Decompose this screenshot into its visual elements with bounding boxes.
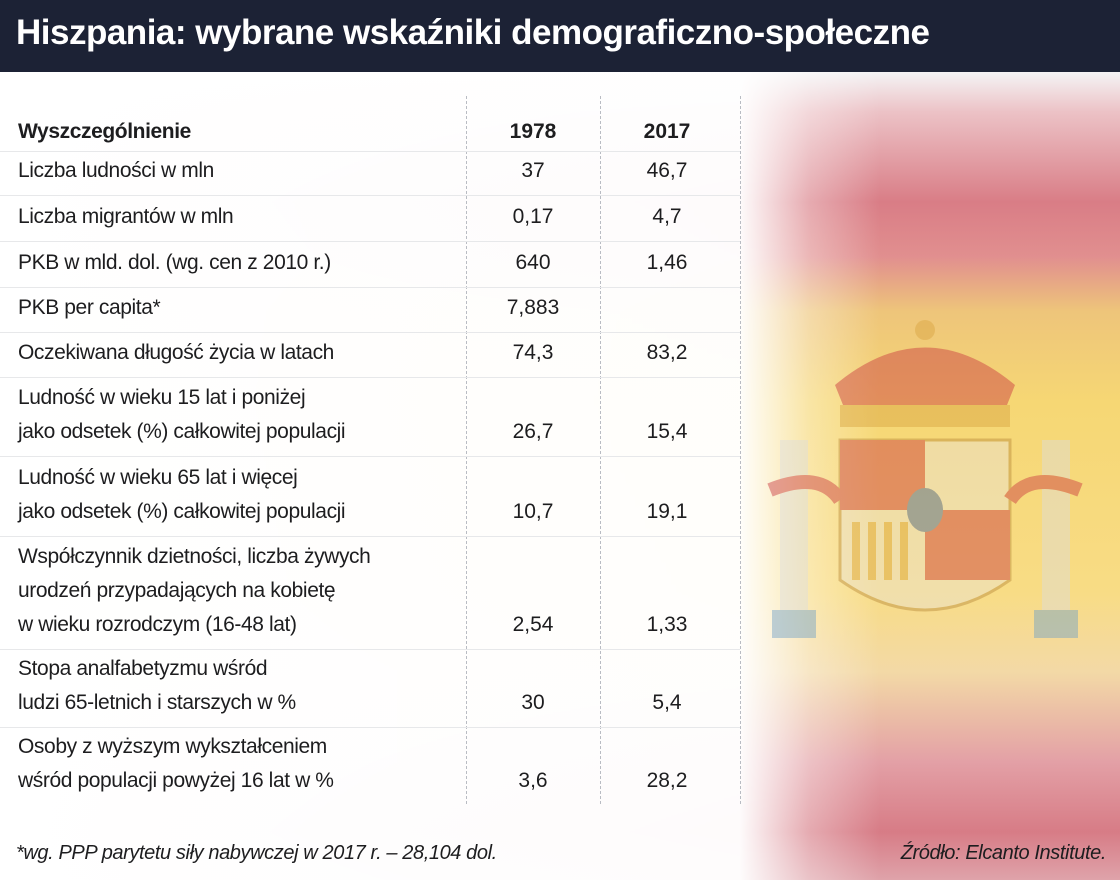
- table-row: PKB w mld. dol. (wg. cen z 2010 r.) 640 …: [0, 241, 740, 288]
- value-1978: 0,17: [512, 205, 554, 228]
- table-row: Ludność w wieku 65 lat i więcej jako odse…: [0, 456, 740, 537]
- row-label: Współczynnik dzietności, liczba żywych ur…: [18, 545, 371, 636]
- column-header-1978: 1978: [509, 120, 557, 143]
- value-1978: 10,7: [512, 500, 554, 523]
- title-bar: Hiszpania: wybrane wskaźniki demograficz…: [0, 0, 1120, 72]
- column-divider: [600, 96, 601, 804]
- value-1978: 30: [521, 691, 545, 714]
- row-label: Oczekiwana długość życia w latach: [18, 341, 334, 364]
- page-title: Hiszpania: wybrane wskaźniki demograficz…: [16, 13, 930, 52]
- value-2017: 28,2: [646, 769, 688, 792]
- source-note: Źródło: Elcanto Institute.: [900, 842, 1107, 864]
- table-row: PKB per capita* 7,883: [0, 287, 740, 333]
- value-1978: 640: [515, 251, 551, 274]
- table-row: Osoby z wyższym wykształceniem wśród popu…: [0, 727, 740, 806]
- coat-of-arms-icon: [767, 320, 1083, 638]
- column-header-description: Wyszczególnienie: [18, 120, 191, 143]
- value-2017: 4,7: [652, 205, 682, 228]
- row-label: Stopa analfabetyzmu wśród ludzi 65-letnic…: [18, 657, 296, 714]
- value-2017: 5,4: [652, 691, 682, 714]
- value-2017: 83,2: [646, 341, 688, 364]
- table-row: Liczba ludności w mln 37 46,7: [0, 151, 740, 196]
- value-2017: 1,46: [646, 251, 688, 274]
- value-1978: 3,6: [518, 769, 548, 792]
- table-row: Oczekiwana długość życia w latach 74,3 8…: [0, 332, 740, 378]
- value-2017: 1,33: [646, 613, 688, 636]
- background-fade: [0, 72, 1120, 880]
- table-row: Współczynnik dzietności, liczba żywych ur…: [0, 536, 740, 650]
- column-divider: [740, 96, 741, 804]
- value-1978: 74,3: [512, 341, 554, 364]
- row-label: Ludność w wieku 15 lat i poniżej jako ods…: [18, 386, 346, 443]
- table-row: Ludność w wieku 15 lat i poniżej jako ods…: [0, 377, 740, 457]
- table-row: Stopa analfabetyzmu wśród ludzi 65-letnic…: [0, 649, 740, 728]
- footnote: *wg. PPP parytetu siły nabywczej w 2017 …: [16, 842, 497, 864]
- row-label: Liczba ludności w mln: [18, 159, 214, 182]
- row-label: PKB per capita*: [18, 296, 161, 319]
- value-2017: 15,4: [646, 420, 688, 443]
- row-label: Osoby z wyższym wykształceniem wśród popu…: [18, 735, 334, 792]
- value-1978: 7,883: [506, 296, 560, 319]
- value-1978: 37: [521, 159, 545, 182]
- value-2017: 46,7: [646, 159, 688, 182]
- table-row: Liczba migrantów w mln 0,17 4,7: [0, 195, 740, 242]
- column-header-2017: 2017: [643, 120, 691, 143]
- value-1978: 2,54: [512, 613, 554, 636]
- row-label: Liczba migrantów w mln: [18, 205, 234, 228]
- row-label: Ludność w wieku 65 lat i więcej jako odse…: [18, 466, 346, 523]
- row-label: PKB w mld. dol. (wg. cen z 2010 r.): [18, 251, 331, 274]
- value-2017: 19,1: [646, 500, 688, 523]
- table-header-row: Wyszczególnienie 1978 2017: [0, 105, 740, 151]
- value-1978: 26,7: [512, 420, 554, 443]
- column-divider: [466, 96, 467, 804]
